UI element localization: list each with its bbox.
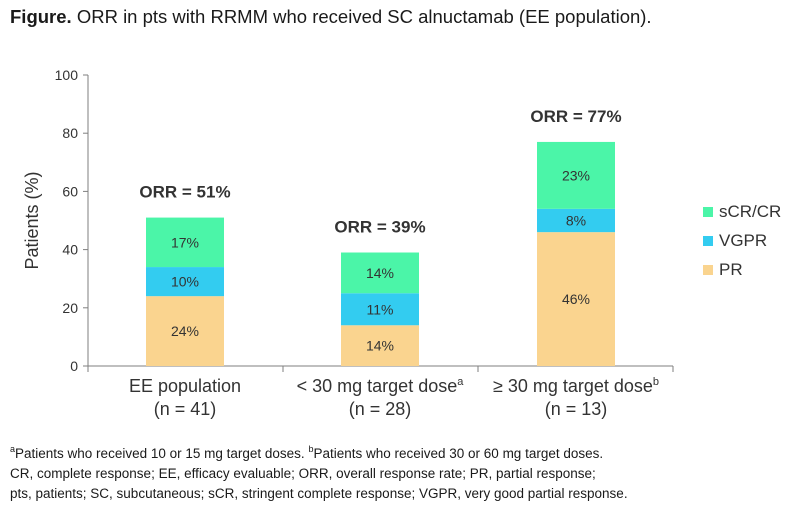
chart-bars: 24% 10% 17% ORR = 51% 14% 11% 14% ORR = 39% 46% 8…	[139, 107, 622, 366]
y-tick-label: 100	[55, 67, 79, 83]
stacked-bar-chart: 0 20 40 60 80 100 Patients (%) EE population (n …	[22, 67, 781, 419]
bar-data-label: 46%	[562, 291, 590, 307]
x-category-label: ≥ 30 mg target doseb	[493, 376, 659, 396]
y-tick-label: 60	[62, 183, 78, 199]
legend-swatch	[703, 236, 713, 246]
footnote-line-1: aPatients who received 10 or 15 mg targe…	[10, 444, 628, 464]
footnote-line-2: CR, complete response; EE, efficacy eval…	[10, 466, 596, 481]
bar-segment-scrcr	[146, 217, 224, 268]
footnotes: aPatients who received 10 or 15 mg targe…	[10, 444, 628, 504]
bar-data-label: 24%	[171, 323, 199, 339]
x-category-label: EE population	[129, 376, 241, 396]
y-tick-label: 0	[70, 358, 78, 374]
figure-label: Figure.	[10, 6, 72, 27]
orr-annotation: ORR = 51%	[139, 183, 230, 202]
footnote-line-3: pts, patients; SC, subcutaneous; sCR, st…	[10, 486, 628, 501]
bar-segment-vgpr	[341, 293, 419, 326]
legend-swatch	[703, 207, 713, 217]
y-tick-label: 40	[62, 242, 78, 258]
footnote-a-text: Patients who received 10 or 15 mg target…	[15, 446, 309, 461]
chart-legend: sCR/CR VGPR PR	[703, 202, 781, 279]
x-category-n: (n = 13)	[545, 399, 608, 419]
y-tick-label: 20	[62, 300, 78, 316]
bar-data-label: 10%	[171, 274, 199, 290]
bar-data-label: 14%	[366, 265, 394, 281]
bar-segment-vgpr	[537, 208, 615, 233]
bar-data-label: 11%	[367, 301, 394, 317]
figure-title: Figure. ORR in pts with RRMM who receive…	[10, 6, 652, 28]
bar-segment-scrcr	[341, 252, 419, 294]
footnote-a-marker: a	[10, 444, 16, 454]
x-category-n: (n = 28)	[349, 399, 412, 419]
x-category-label: < 30 mg target dosea	[297, 376, 465, 396]
bar-segment-vgpr	[146, 267, 224, 297]
x-category-n: (n = 41)	[154, 399, 217, 419]
bar-segment-pr	[537, 232, 615, 366]
legend-label: sCR/CR	[719, 202, 781, 221]
y-tick-label: 80	[62, 125, 78, 141]
bar-segment-scrcr	[537, 141, 615, 209]
bar-segment-pr	[146, 296, 224, 366]
bar-data-label: 8%	[566, 213, 586, 229]
y-axis-title: Patients (%)	[22, 171, 42, 269]
legend-swatch	[703, 265, 713, 275]
bar-data-label: 14%	[366, 338, 394, 354]
bar-data-label: 23%	[562, 167, 590, 183]
footnote-b-marker: b	[308, 444, 314, 454]
legend-label: VGPR	[719, 231, 767, 250]
figure-caption: ORR in pts with RRMM who received SC aln…	[76, 6, 652, 27]
footnote-b-text: Patients who received 30 or 60 mg target…	[313, 446, 604, 461]
bar-data-label: 17%	[171, 234, 199, 250]
orr-annotation: ORR = 77%	[530, 107, 621, 126]
orr-annotation: ORR = 39%	[334, 218, 425, 237]
chart-axes: 0 20 40 60 80 100 Patients (%) EE population (n …	[22, 67, 674, 419]
bar-segment-pr	[341, 325, 419, 366]
legend-label: PR	[719, 260, 743, 279]
